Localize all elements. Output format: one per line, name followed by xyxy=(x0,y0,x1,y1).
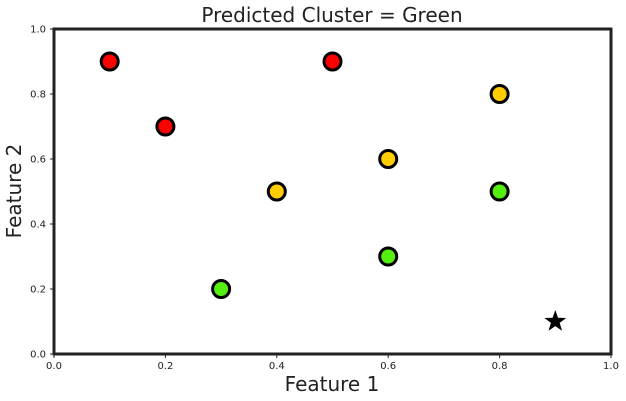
y-tick-label: 0.6 xyxy=(30,155,46,166)
data-point-red xyxy=(322,51,343,72)
x-tick-label: 0.2 xyxy=(157,361,173,372)
chart-title: Predicted Cluster = Green xyxy=(201,3,462,27)
data-point-yellow xyxy=(378,149,399,169)
y-tick-label: 0.0 xyxy=(30,350,46,361)
x-tick-label: 0.0 xyxy=(46,361,62,372)
data-points xyxy=(99,51,510,299)
x-tick-label: 0.8 xyxy=(492,361,508,372)
x-tick-label: 1.0 xyxy=(603,361,619,372)
data-point-yellow xyxy=(489,84,510,104)
query-point-star-icon xyxy=(544,310,567,331)
plot-area-frame xyxy=(52,27,613,356)
y-tick-label: 1.0 xyxy=(30,25,46,36)
x-axis-label: Feature 1 xyxy=(285,372,380,396)
y-axis: 0.0 0.2 0.4 0.6 0.8 1.0 xyxy=(30,25,54,361)
data-point-yellow xyxy=(266,181,287,202)
x-axis: 0.0 0.2 0.4 0.6 0.8 1.0 xyxy=(46,354,619,372)
data-point-red xyxy=(99,51,120,72)
x-tick-label: 0.6 xyxy=(380,361,396,372)
query-point-layer xyxy=(544,310,567,331)
y-axis-label: Feature 2 xyxy=(2,144,26,239)
data-point-green xyxy=(489,181,510,202)
data-point-red xyxy=(155,116,176,137)
y-tick-label: 0.2 xyxy=(30,285,46,296)
data-point-green xyxy=(211,279,232,299)
y-tick-label: 0.4 xyxy=(30,220,46,231)
data-point-green xyxy=(378,246,399,267)
x-tick-label: 0.4 xyxy=(269,361,285,372)
y-tick-label: 0.8 xyxy=(30,90,46,101)
